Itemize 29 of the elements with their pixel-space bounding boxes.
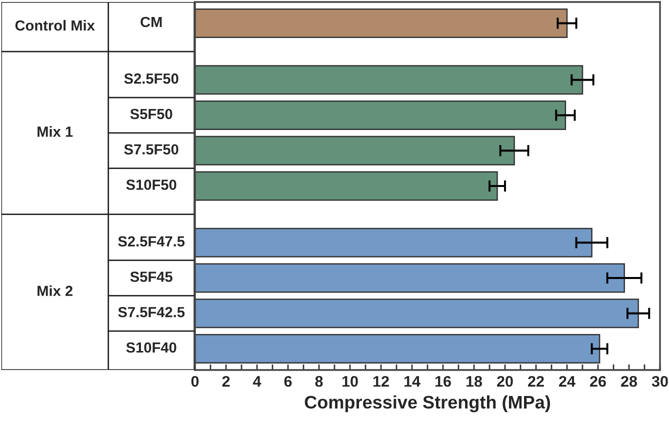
y-tick-label: S2.5F47.5	[118, 236, 185, 247]
text: Control Mix	[15, 20, 95, 31]
x-tick-label: 6	[284, 376, 292, 387]
x-tick-label: 12	[373, 376, 389, 387]
x-tick-label: 16	[435, 376, 451, 387]
x-tick-label: 22	[528, 376, 544, 387]
y-tick-label: S7.5F50	[124, 144, 178, 155]
x-tick-label: 0	[191, 376, 199, 387]
y-tick-label: S5F50	[130, 108, 172, 120]
text: Mix 1	[38, 126, 73, 137]
y-tick-label: S5F45	[130, 272, 172, 282]
x-tick-label: 20	[497, 376, 513, 387]
x-tick-label: 26	[590, 376, 606, 387]
x-tick-label: 4	[252, 376, 262, 387]
y-tick-label: CM	[140, 16, 162, 28]
y-tick-label: S2.5F50	[124, 73, 178, 84]
x-tick-label: 8	[315, 376, 323, 387]
x-tick-label: 10	[342, 376, 358, 387]
y-tick-label: S7.5F42.5	[118, 306, 185, 318]
x-tick-label: 24	[559, 376, 576, 387]
x-tick-label: 30	[652, 376, 668, 387]
x-tick-label: 18	[466, 376, 482, 387]
x-tick-label: 28	[621, 376, 638, 387]
y-tick-label: S10F50	[126, 180, 176, 190]
y-tick-label: S10F40	[126, 342, 176, 353]
text: Mix 2	[38, 285, 72, 296]
x-tick-label: 2	[222, 376, 230, 387]
x-tick-label: 14	[404, 376, 420, 387]
x-axis-title: Compressive Strength (MPa)	[304, 395, 550, 412]
